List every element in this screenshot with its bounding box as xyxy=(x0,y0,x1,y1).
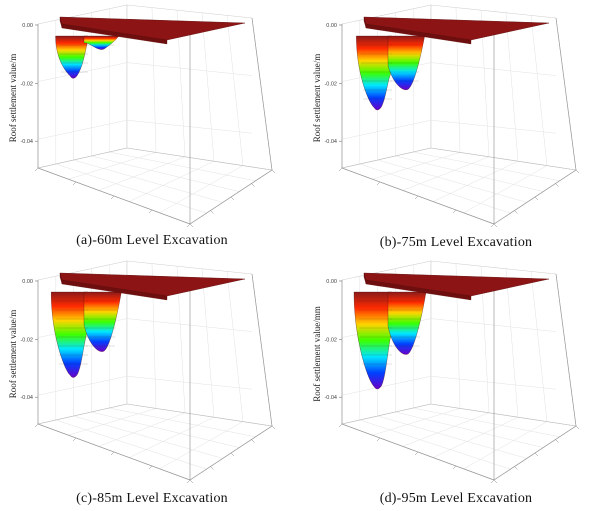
z-tick-label: -0.04 xyxy=(324,139,337,145)
trough-left xyxy=(356,35,393,111)
floor-ticks xyxy=(338,423,580,484)
caption-b: (b)-75m Level Excavation xyxy=(379,235,533,250)
z-axis-label: Roof settlement value/m xyxy=(312,54,322,142)
z-tick-label: 0.00 xyxy=(326,23,337,29)
floor-ticks xyxy=(338,167,580,228)
trough-left xyxy=(51,291,89,378)
panel-a: 0.00 -0.02 -0.04 Roof settlement value/m (a… xyxy=(2,0,302,255)
z-axis-label: Roof settlement value/m xyxy=(8,54,18,142)
plate-side xyxy=(363,16,367,29)
panel-b: 0.00 -0.02 -0.04 Roof settlement value/m (b… xyxy=(306,0,606,255)
z-tick-label: -0.04 xyxy=(20,139,33,145)
gridlines xyxy=(37,263,256,470)
contour-lines xyxy=(357,300,422,365)
caption-a: (a)-60m Level Excavation xyxy=(76,233,228,248)
plate-side xyxy=(59,272,63,285)
floor-ticks xyxy=(34,167,276,228)
caption-d: (d)-95m Level Excavation xyxy=(379,491,533,506)
trough-right xyxy=(387,291,427,355)
contour-lines xyxy=(359,44,421,100)
plate-side xyxy=(59,16,63,29)
caption-c: (c)-85m Level Excavation xyxy=(76,491,228,506)
z-tick-label: -0.02 xyxy=(324,338,337,344)
z-axis-label: Roof settlement value/mm xyxy=(312,306,322,401)
panel-d: 0.00 -0.02 -0.04 Roof settlement value/mm (… xyxy=(306,256,606,511)
z-tick-label: 0.00 xyxy=(326,279,337,285)
contour-lines xyxy=(54,300,117,365)
trough-right xyxy=(83,291,122,352)
plate-side xyxy=(363,272,367,285)
z-tick-label: -0.02 xyxy=(324,82,337,88)
z-tick-label: -0.04 xyxy=(20,395,33,401)
z-tick-label: -0.02 xyxy=(20,338,33,344)
panel-c: 0.00 -0.02 -0.04 Roof settlement value/m (c… xyxy=(2,256,302,511)
z-tick-label: 0.00 xyxy=(22,23,33,29)
contour-lines xyxy=(59,44,115,73)
z-tick-label: 0.00 xyxy=(22,279,33,285)
z-tick-label: -0.02 xyxy=(20,82,33,88)
z-axis-label: Roof settlement value/m xyxy=(8,310,18,398)
trough-left xyxy=(353,291,393,390)
floor-ticks xyxy=(34,423,276,484)
trough-right xyxy=(83,35,120,50)
z-tick-label: -0.04 xyxy=(324,395,337,401)
